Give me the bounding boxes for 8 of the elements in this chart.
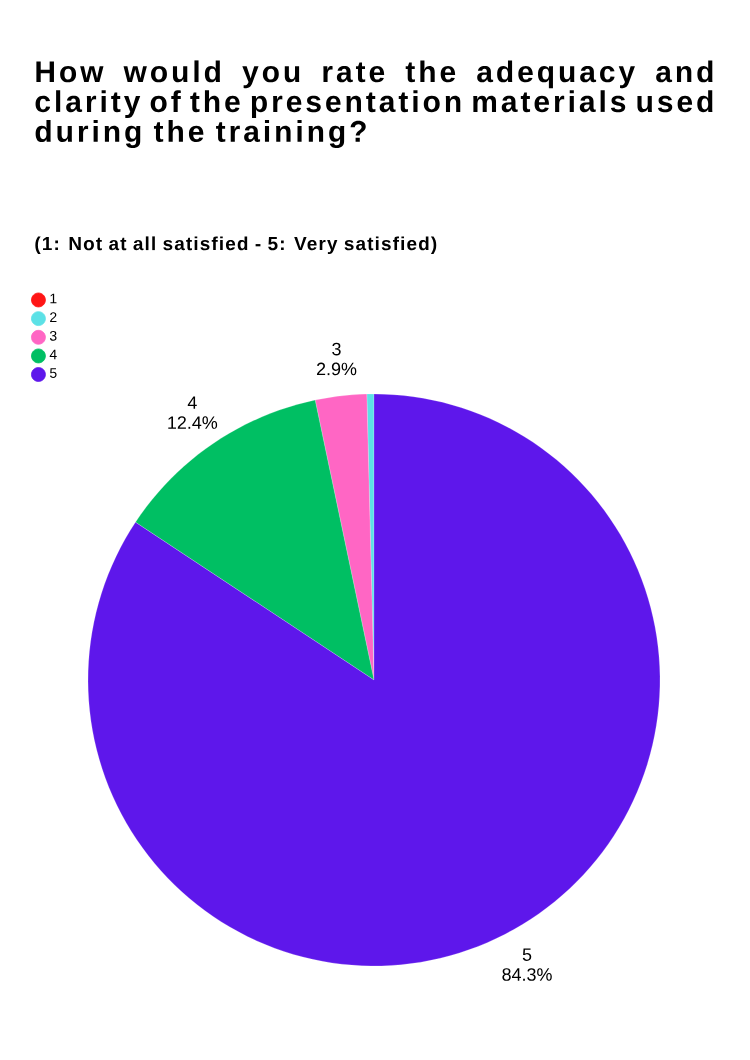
data-label: 2.9% <box>316 362 357 376</box>
chart-subtitle: (1: Not at all satisfied - 5: Very satisfied) <box>35 236 437 255</box>
chart-title: How would you rate the adequacy and clarity of the presentation materials used during the training? <box>35 60 713 149</box>
slice-label: 3 <box>332 342 341 356</box>
slice-label: 5 <box>522 948 532 961</box>
data-label: 12.4% <box>168 416 218 429</box>
data-label: 84.3% <box>502 968 552 981</box>
slice-label: 4 <box>187 396 197 409</box>
